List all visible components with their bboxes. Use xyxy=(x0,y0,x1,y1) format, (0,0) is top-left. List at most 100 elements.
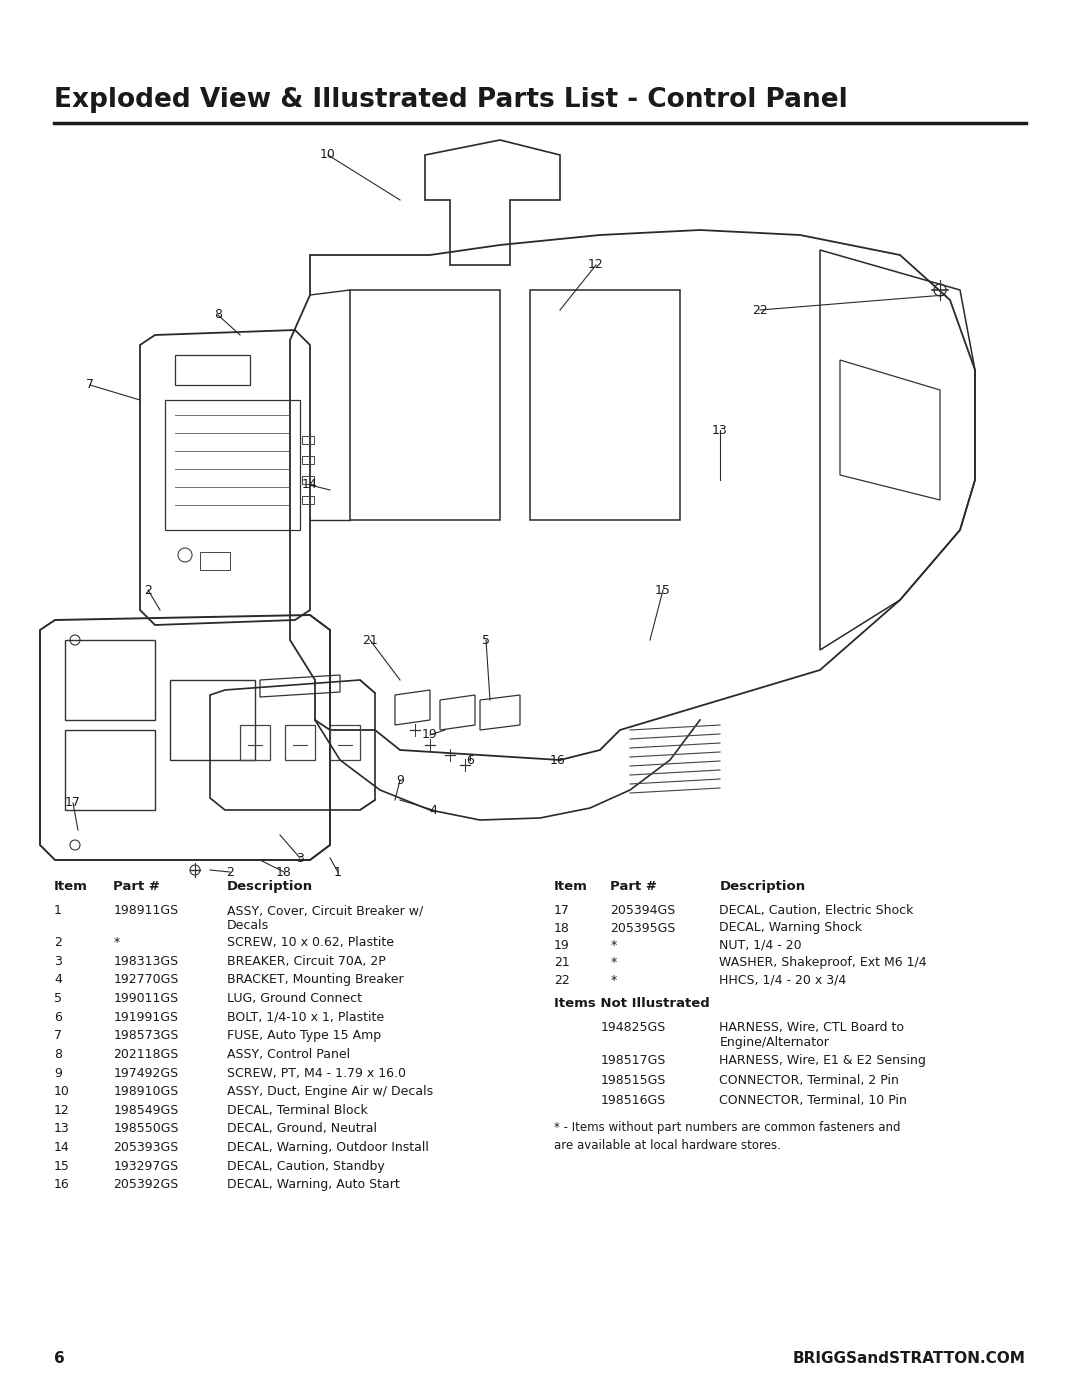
Text: *: * xyxy=(610,957,617,970)
Text: FUSE, Auto Type 15 Amp: FUSE, Auto Type 15 Amp xyxy=(227,1030,381,1042)
Text: Item: Item xyxy=(54,880,87,893)
Text: 7: 7 xyxy=(86,379,94,391)
Text: 199011GS: 199011GS xyxy=(113,992,178,1004)
Text: 198550GS: 198550GS xyxy=(113,1122,179,1136)
Text: 22: 22 xyxy=(554,974,570,986)
Text: 19: 19 xyxy=(422,728,437,742)
Text: CONNECTOR, Terminal, 2 Pin: CONNECTOR, Terminal, 2 Pin xyxy=(719,1074,900,1087)
Text: *: * xyxy=(610,939,617,951)
Text: Exploded View & Illustrated Parts List - Control Panel: Exploded View & Illustrated Parts List -… xyxy=(54,87,848,113)
Text: 205394GS: 205394GS xyxy=(610,904,675,916)
Text: BREAKER, Circuit 70A, 2P: BREAKER, Circuit 70A, 2P xyxy=(227,954,386,968)
Text: 14: 14 xyxy=(54,1141,70,1154)
Text: 8: 8 xyxy=(54,1048,62,1060)
Text: 193297GS: 193297GS xyxy=(113,1160,178,1172)
Text: 5: 5 xyxy=(482,633,490,647)
Text: *: * xyxy=(113,936,120,949)
Text: 21: 21 xyxy=(362,633,378,647)
Text: 13: 13 xyxy=(54,1122,70,1136)
Text: 2: 2 xyxy=(226,866,234,879)
Text: LUG, Ground Connect: LUG, Ground Connect xyxy=(227,992,362,1004)
Text: 191991GS: 191991GS xyxy=(113,1010,178,1024)
Text: Items Not Illustrated: Items Not Illustrated xyxy=(554,997,710,1010)
Text: 1: 1 xyxy=(54,904,62,916)
Text: Part #: Part # xyxy=(610,880,657,893)
Bar xyxy=(302,436,314,444)
Text: 6: 6 xyxy=(467,753,474,767)
Bar xyxy=(200,552,230,570)
Text: 198313GS: 198313GS xyxy=(113,954,178,968)
Text: CONNECTOR, Terminal, 10 Pin: CONNECTOR, Terminal, 10 Pin xyxy=(719,1094,907,1106)
Text: 7: 7 xyxy=(54,1030,62,1042)
Text: 198910GS: 198910GS xyxy=(113,1085,178,1098)
Text: SCREW, 10 x 0.62, Plastite: SCREW, 10 x 0.62, Plastite xyxy=(227,936,394,949)
Text: 205393GS: 205393GS xyxy=(113,1141,178,1154)
Text: 8: 8 xyxy=(214,309,222,321)
Text: Engine/Alternator: Engine/Alternator xyxy=(719,1035,829,1049)
Text: 2: 2 xyxy=(54,936,62,949)
Text: 192770GS: 192770GS xyxy=(113,974,179,986)
Text: 3: 3 xyxy=(54,954,62,968)
Text: 9: 9 xyxy=(396,774,404,787)
Text: 19: 19 xyxy=(554,939,570,951)
Text: 205395GS: 205395GS xyxy=(610,922,676,935)
Text: NUT, 1/4 - 20: NUT, 1/4 - 20 xyxy=(719,939,802,951)
Text: 14: 14 xyxy=(302,479,318,492)
Text: 5: 5 xyxy=(54,992,62,1004)
Text: DECAL, Ground, Neutral: DECAL, Ground, Neutral xyxy=(227,1122,377,1136)
Text: 198516GS: 198516GS xyxy=(600,1094,665,1106)
Text: WASHER, Shakeproof, Ext M6 1/4: WASHER, Shakeproof, Ext M6 1/4 xyxy=(719,957,927,970)
Text: Description: Description xyxy=(227,880,313,893)
Text: DECAL, Warning, Outdoor Install: DECAL, Warning, Outdoor Install xyxy=(227,1141,429,1154)
Bar xyxy=(302,476,314,483)
Text: 198517GS: 198517GS xyxy=(600,1055,666,1067)
Bar xyxy=(330,725,360,760)
Text: ASSY, Cover, Circuit Breaker w/: ASSY, Cover, Circuit Breaker w/ xyxy=(227,904,423,916)
Text: Description: Description xyxy=(719,880,806,893)
Text: 194825GS: 194825GS xyxy=(600,1021,665,1034)
Text: 6: 6 xyxy=(54,1351,65,1366)
Text: BRIGGSandSTRATTON.COM: BRIGGSandSTRATTON.COM xyxy=(793,1351,1026,1366)
Text: HHCS, 1/4 - 20 x 3/4: HHCS, 1/4 - 20 x 3/4 xyxy=(719,974,847,986)
Text: 16: 16 xyxy=(550,753,566,767)
Text: 10: 10 xyxy=(54,1085,70,1098)
Text: 9: 9 xyxy=(54,1066,62,1080)
Text: 198549GS: 198549GS xyxy=(113,1104,178,1116)
Text: 12: 12 xyxy=(589,258,604,271)
Text: DECAL, Caution, Electric Shock: DECAL, Caution, Electric Shock xyxy=(719,904,914,916)
Text: 202118GS: 202118GS xyxy=(113,1048,178,1060)
Text: 15: 15 xyxy=(54,1160,70,1172)
Text: BOLT, 1/4-10 x 1, Plastite: BOLT, 1/4-10 x 1, Plastite xyxy=(227,1010,383,1024)
Bar xyxy=(240,725,270,760)
Text: HARNESS, Wire, E1 & E2 Sensing: HARNESS, Wire, E1 & E2 Sensing xyxy=(719,1055,927,1067)
Text: DECAL, Caution, Standby: DECAL, Caution, Standby xyxy=(227,1160,384,1172)
Text: 198573GS: 198573GS xyxy=(113,1030,179,1042)
Text: are available at local hardware stores.: are available at local hardware stores. xyxy=(554,1139,781,1151)
Text: *: * xyxy=(610,974,617,986)
Text: DECAL, Warning, Auto Start: DECAL, Warning, Auto Start xyxy=(227,1179,400,1192)
Text: 2: 2 xyxy=(144,584,152,597)
Text: 21: 21 xyxy=(554,957,570,970)
Text: 12: 12 xyxy=(54,1104,70,1116)
Text: ASSY, Duct, Engine Air w/ Decals: ASSY, Duct, Engine Air w/ Decals xyxy=(227,1085,433,1098)
Text: Item: Item xyxy=(554,880,588,893)
Text: 6: 6 xyxy=(54,1010,62,1024)
Text: 17: 17 xyxy=(65,796,81,809)
Text: 15: 15 xyxy=(656,584,671,597)
Text: 198911GS: 198911GS xyxy=(113,904,178,916)
Bar xyxy=(302,455,314,464)
Text: 3: 3 xyxy=(296,852,303,865)
Text: Part #: Part # xyxy=(113,880,160,893)
Text: 22: 22 xyxy=(752,303,768,317)
Text: SCREW, PT, M4 - 1.79 x 16.0: SCREW, PT, M4 - 1.79 x 16.0 xyxy=(227,1066,406,1080)
Text: 17: 17 xyxy=(554,904,570,916)
Text: 205392GS: 205392GS xyxy=(113,1179,178,1192)
Text: 18: 18 xyxy=(554,922,570,935)
Text: 13: 13 xyxy=(712,423,728,436)
Text: 16: 16 xyxy=(54,1179,70,1192)
Text: DECAL, Warning Shock: DECAL, Warning Shock xyxy=(719,922,862,935)
Text: * - Items without part numbers are common fasteners and: * - Items without part numbers are commo… xyxy=(554,1122,901,1134)
Text: 4: 4 xyxy=(429,803,437,816)
Text: BRACKET, Mounting Breaker: BRACKET, Mounting Breaker xyxy=(227,974,404,986)
Text: HARNESS, Wire, CTL Board to: HARNESS, Wire, CTL Board to xyxy=(719,1021,904,1034)
